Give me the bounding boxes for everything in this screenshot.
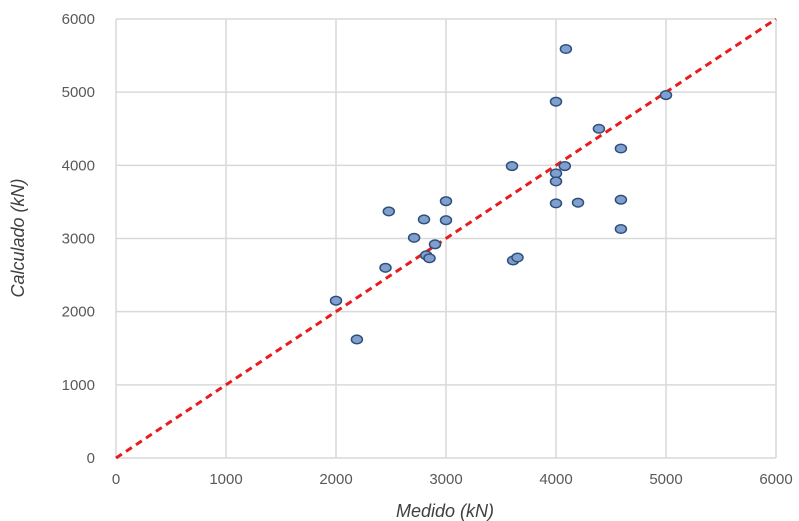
- x-axis-title: Medido (kN): [396, 501, 494, 521]
- data-points: [329, 43, 673, 345]
- data-point: [659, 90, 673, 101]
- data-point: [407, 232, 421, 243]
- x-tick-label: 4000: [539, 471, 572, 488]
- data-point: [505, 161, 519, 172]
- x-tick-label: 5000: [649, 471, 682, 488]
- y-axis-title: Calculado (kN): [8, 178, 28, 297]
- y-tick-label: 3000: [62, 231, 95, 248]
- data-point: [558, 161, 572, 172]
- x-tick-labels: 0 1000 2000 3000 4000 5000 6000: [112, 471, 793, 488]
- x-tick-label: 6000: [759, 471, 792, 488]
- data-point: [549, 198, 563, 209]
- data-point: [614, 194, 628, 205]
- data-point: [571, 197, 585, 208]
- data-point: [350, 334, 364, 345]
- y-tick-label: 0: [87, 450, 95, 467]
- axes: [115, 19, 776, 459]
- data-point: [382, 206, 396, 217]
- data-point: [417, 214, 431, 225]
- y-tick-label: 1000: [62, 377, 95, 394]
- y-tick-label: 2000: [62, 304, 95, 321]
- x-tick-label: 1000: [209, 471, 242, 488]
- data-point: [329, 295, 343, 306]
- x-tick-label: 3000: [429, 471, 462, 488]
- data-point: [614, 223, 628, 235]
- data-point: [549, 176, 563, 187]
- x-tick-label: 0: [112, 471, 120, 488]
- x-tick-label: 2000: [319, 471, 352, 488]
- data-point: [428, 239, 442, 250]
- y-tick-label: 4000: [62, 157, 95, 174]
- y-tick-label: 5000: [62, 84, 95, 101]
- y-tick-label: 6000: [62, 11, 95, 28]
- data-point: [511, 252, 524, 263]
- data-point: [614, 143, 628, 154]
- data-point: [549, 96, 563, 107]
- data-point: [423, 253, 436, 264]
- data-point: [592, 123, 606, 134]
- data-point: [379, 262, 392, 273]
- data-point: [559, 43, 573, 55]
- y-tick-labels: 0 1000 2000 3000 4000 5000 6000: [62, 11, 95, 467]
- data-point: [439, 215, 453, 226]
- data-point: [439, 196, 453, 207]
